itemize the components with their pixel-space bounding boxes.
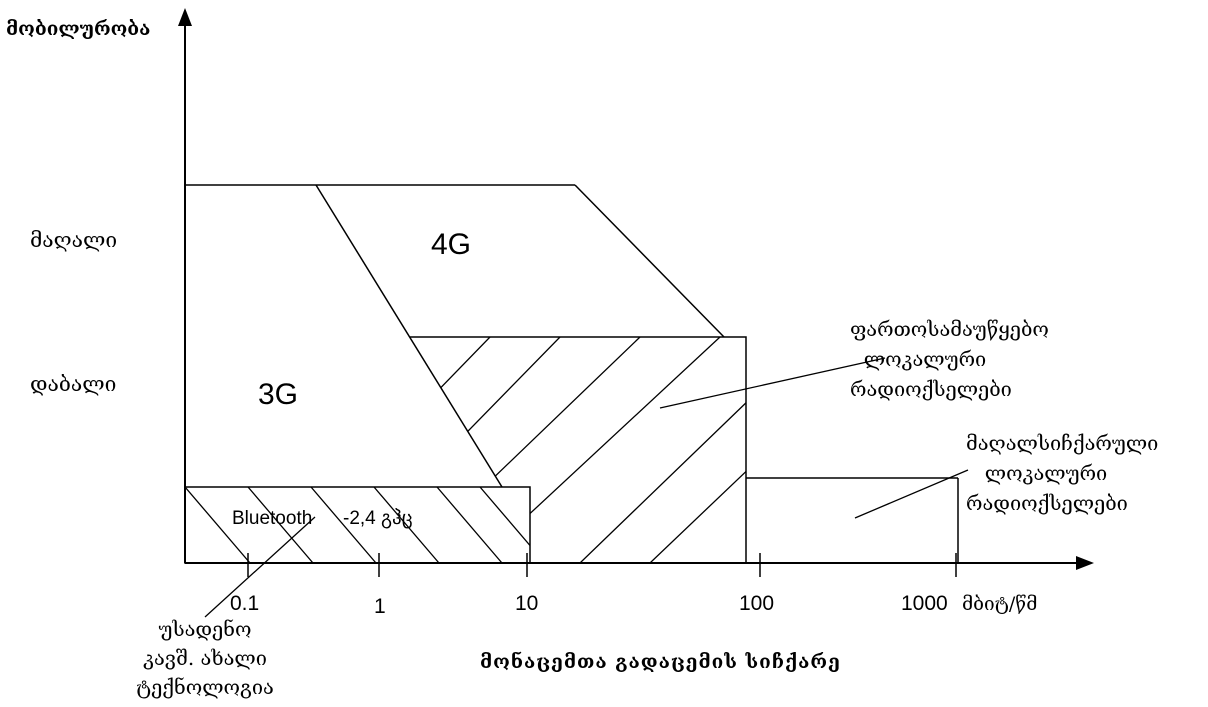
x-axis-title: მონაცემთა გადაცემის სიჩქარე (480, 651, 841, 673)
y-axis (178, 8, 192, 563)
note-wireless: უსადენო კავშ. ახალი ტექნოლოგია (135, 615, 275, 702)
note-hiperlan-line-2: ლოკალური (984, 461, 1108, 485)
note-wlan-line-1: ფართოსამაუწყებო (850, 317, 1049, 341)
x-tick-marks (247, 553, 957, 577)
y-level-high: მაღალი (30, 228, 118, 252)
note-wlan: ფართოსამაუწყებო ლოკალური რადიოქსელები (850, 314, 1049, 404)
note-wlan-line-3: რადიოქსელები (850, 377, 1012, 401)
x-tick-0-1: 0.1 (230, 592, 260, 615)
note-wireless-line-3: ტექნოლოგია (136, 675, 274, 699)
note-wireless-line-1: უსადენო (158, 617, 252, 641)
x-tick-1: 1 (374, 595, 386, 618)
region-wlan (410, 336, 747, 563)
note-hiperlan-line-1: მაღალსიჩქარული (966, 431, 1159, 455)
divider-3g-4g (315, 184, 503, 488)
note-hiperlan: მაღალსიჩქარული ლოკალური რადიოქსელები (966, 428, 1159, 518)
x-tick-1000: 1000 (901, 592, 948, 615)
note-hiperlan-line-3: რადიოქსელები (966, 491, 1128, 515)
pointer-wireless (204, 516, 316, 618)
pointer-hiperlan (854, 469, 969, 519)
bluetooth-label: Bluetooth (232, 508, 313, 529)
note-wireless-line-2: კავშ. ახალი (143, 646, 267, 670)
x-tick-100: 100 (739, 592, 775, 615)
x-unit: მბიტ/წმ (962, 593, 1038, 615)
y-level-low: დაბალი (30, 372, 117, 396)
note-wlan-line-2: ლოკალური (863, 347, 987, 371)
region-hiperlan (746, 477, 959, 563)
x-tick-10: 10 (515, 592, 539, 615)
region-3g-label: 3G (258, 378, 299, 411)
region-4g-label: 4G (431, 228, 472, 261)
pointer-lines (204, 357, 969, 618)
pointer-wlan (659, 357, 886, 409)
bluetooth-freq-label: -2,4 გჰც (343, 508, 413, 529)
region-3g-4g (185, 184, 725, 488)
region-bluetooth (184, 486, 531, 564)
y-axis-title: მობილურობა (6, 18, 151, 40)
